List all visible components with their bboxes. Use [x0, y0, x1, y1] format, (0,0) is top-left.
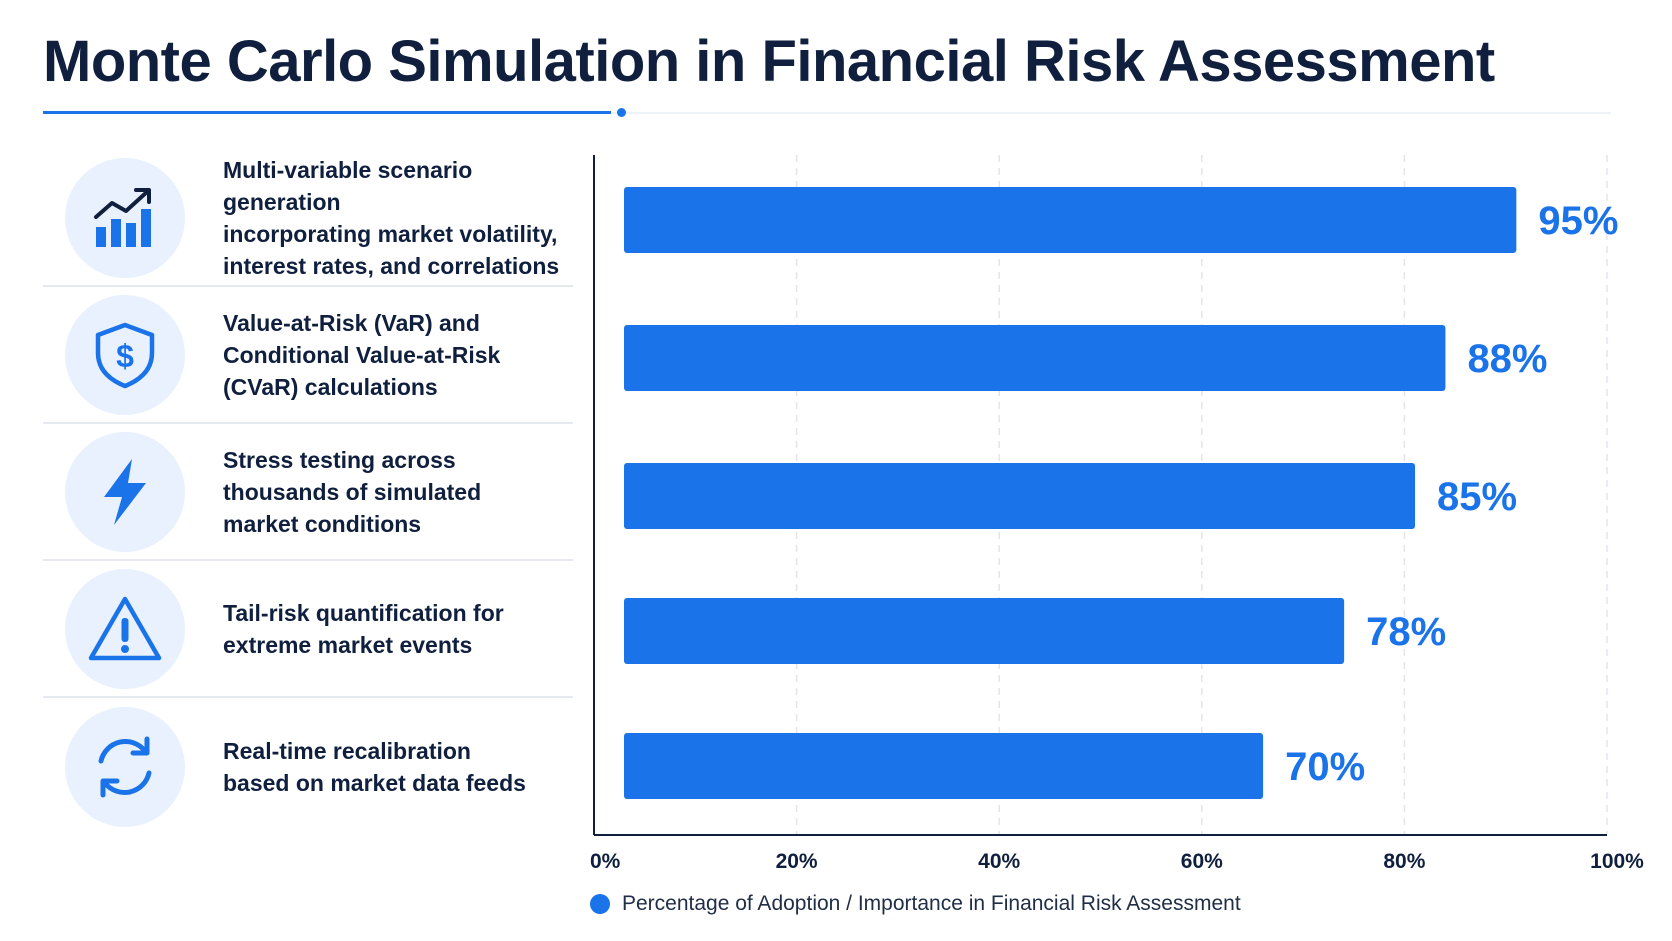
bar — [624, 598, 1345, 664]
chart-bars: 95% 88% 85% 78% 70% — [624, 187, 1618, 799]
bar-value-label: 78% — [1366, 610, 1446, 654]
bar — [624, 187, 1517, 253]
legend-swatch — [590, 894, 610, 914]
legend-label: Percentage of Adoption / Importance in F… — [622, 892, 1241, 915]
x-tick-label: 20% — [776, 850, 818, 873]
feature-text: Stress testing across thousands of simul… — [223, 446, 482, 537]
bar-value-label: 95% — [1538, 199, 1618, 243]
x-tick-label: 60% — [1181, 850, 1223, 873]
chart-axes: 0% 20% 40% 60% 80% 100% — [590, 155, 1644, 873]
feature-item-recalibration: Real-time recalibration based on market … — [43, 698, 573, 835]
x-tick-label: 80% — [1383, 850, 1425, 873]
warning-icon — [65, 568, 185, 689]
bar — [624, 325, 1446, 391]
bar-value-label: 85% — [1437, 475, 1517, 519]
title-accent-dot — [617, 108, 626, 117]
refresh-icon — [65, 706, 185, 827]
feature-item-scenario-generation: Multi-variable scenario generation incor… — [43, 150, 573, 287]
shield-dollar-icon: $ — [65, 294, 185, 415]
chart-legend: Percentage of Adoption / Importance in F… — [590, 892, 1241, 916]
page-title: Monte Carlo Simulation in Financial Risk… — [43, 29, 1495, 94]
lightning-icon — [65, 431, 185, 552]
bar-value-label: 70% — [1285, 745, 1365, 789]
feature-text: Real-time recalibration based on market … — [223, 737, 526, 796]
feature-text: Tail-risk quantification for extreme mar… — [223, 599, 504, 658]
growth-chart-icon — [65, 157, 185, 278]
bar-value-label: 88% — [1467, 337, 1547, 381]
feature-item-stress-testing: Stress testing across thousands of simul… — [43, 424, 573, 561]
feature-text: Multi-variable scenario generation incor… — [223, 156, 560, 279]
bar — [624, 733, 1264, 799]
x-tick-label: 0% — [590, 850, 621, 873]
x-tick-label: 100% — [1590, 850, 1644, 873]
feature-item-var-cvar: $ Value-at-Risk (VaR) and Conditional Va… — [43, 287, 573, 424]
title-accent-line — [43, 111, 611, 114]
feature-list: Multi-variable scenario generation incor… — [43, 150, 573, 835]
feature-text: Value-at-Risk (VaR) and Conditional Valu… — [223, 309, 501, 400]
title-divider — [43, 112, 1611, 114]
bar — [624, 463, 1416, 529]
x-tick-label: 40% — [978, 850, 1020, 873]
feature-item-tail-risk: Tail-risk quantification for extreme mar… — [43, 561, 573, 698]
svg-text:$: $ — [116, 338, 134, 374]
